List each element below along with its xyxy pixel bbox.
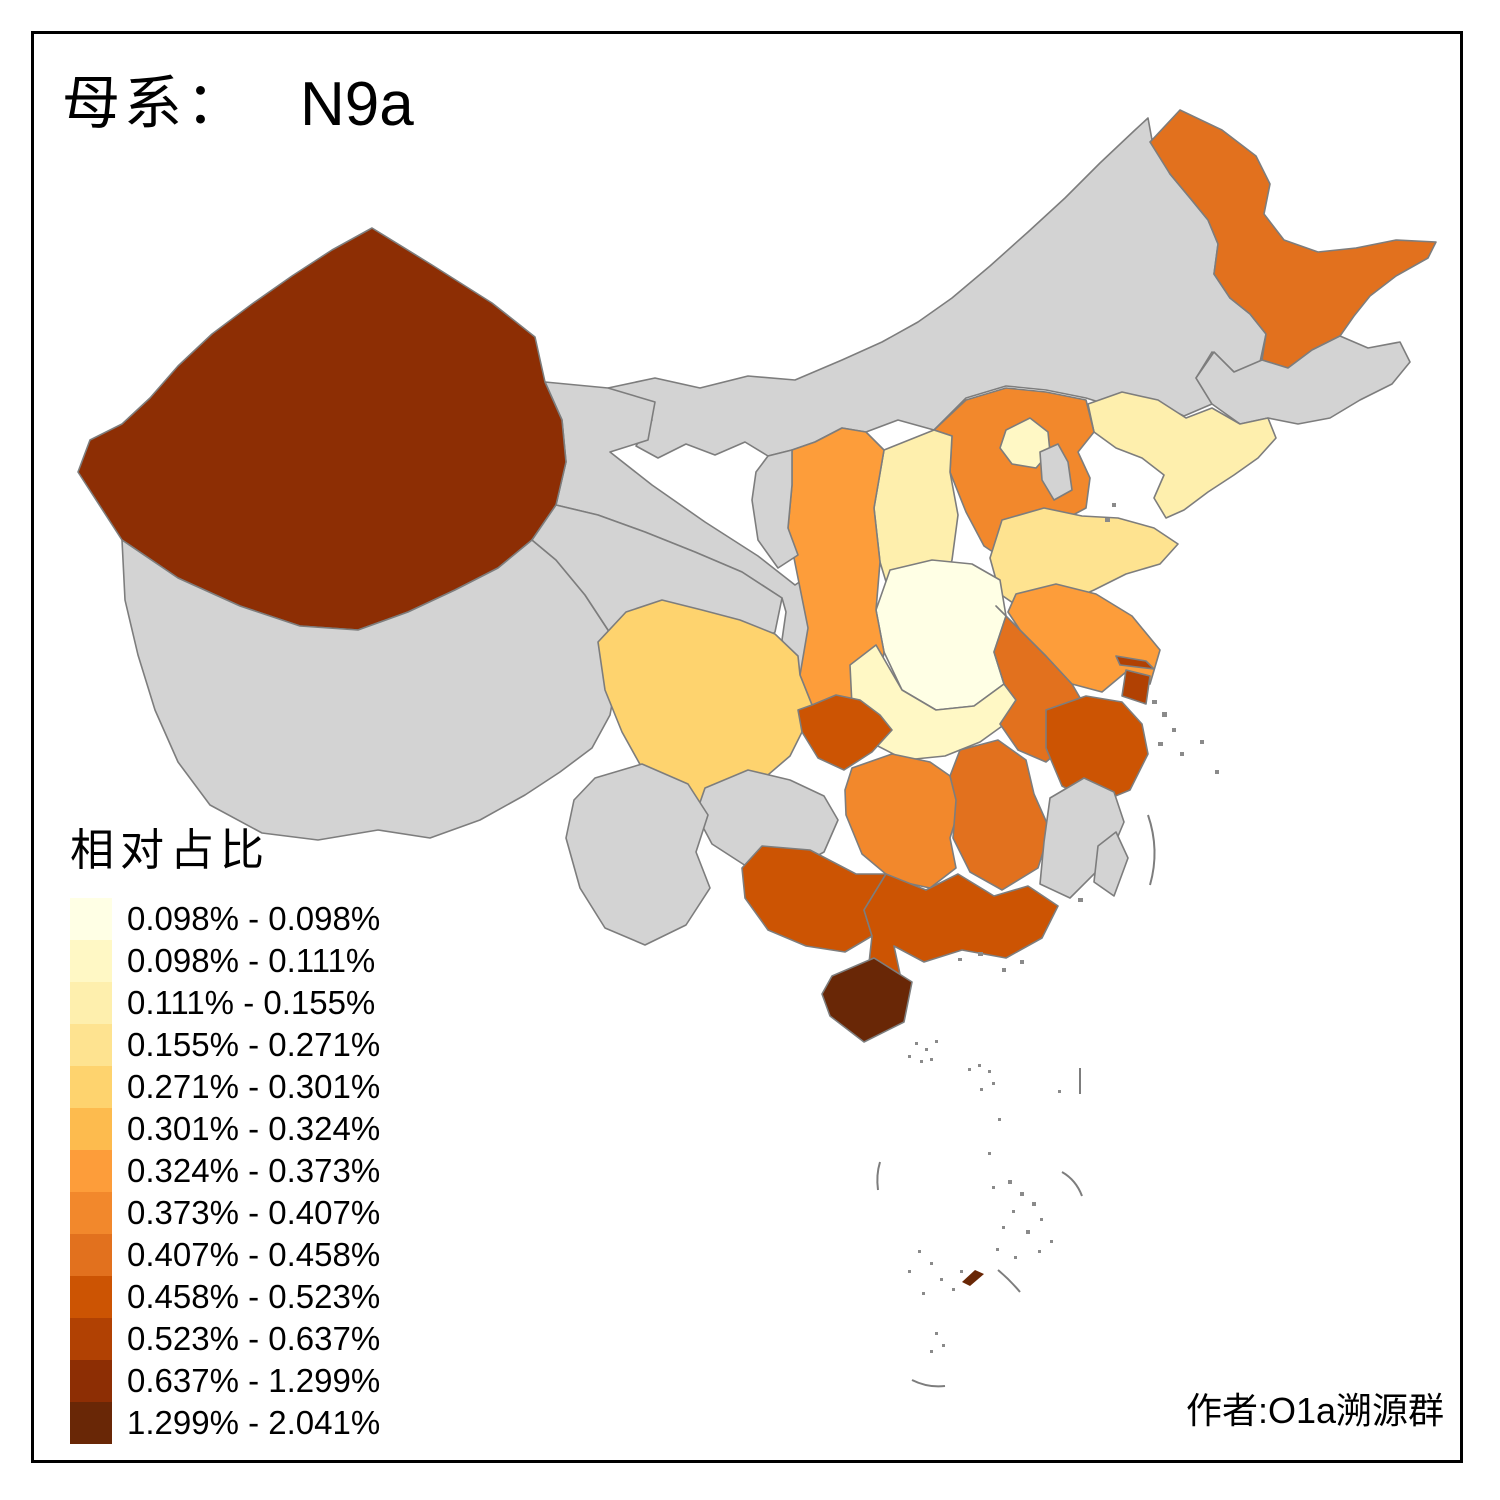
province-shandong: [989, 507, 1179, 613]
legend-row: 0.098% - 0.111%: [70, 940, 380, 982]
legend-bin-label: 0.373% - 0.407%: [127, 1194, 381, 1231]
legend-bin-label: 0.098% - 0.111%: [127, 942, 376, 979]
province-shanghai: [1115, 655, 1155, 705]
legend-row: 1.299% - 2.041%: [70, 1402, 380, 1444]
legend-row: 0.111% - 0.155%: [70, 982, 380, 1024]
legend-bin-label: 0.458% - 0.523%: [127, 1278, 381, 1315]
sea-boundary-dashes: [876, 814, 1156, 1388]
province-ningxia: [751, 449, 799, 569]
legend: 相对占比 0.098% - 0.098% 0.098% - 0.111% 0.1…: [70, 814, 380, 1444]
legend-swatch: [70, 1150, 112, 1192]
map-frame: [31, 31, 1463, 1463]
legend-row: 0.271% - 0.301%: [70, 1066, 380, 1108]
legend-swatch: [70, 982, 112, 1024]
legend-swatch: [70, 1318, 112, 1360]
legend-bin-label: 0.301% - 0.324%: [127, 1110, 381, 1147]
attribution: 作者:O1a溯源群: [1185, 1390, 1444, 1431]
province-taiwan: [1093, 831, 1129, 897]
province-jiangxi: [949, 739, 1051, 891]
province-yunnan: [565, 763, 711, 946]
legend-row: 0.523% - 0.637%: [70, 1318, 380, 1360]
legend-swatch: [70, 1360, 112, 1402]
legend-swatch: [70, 898, 112, 940]
legend-row: 0.324% - 0.373%: [70, 1150, 380, 1192]
legend-swatch: [70, 1066, 112, 1108]
legend-row: 0.407% - 0.458%: [70, 1234, 380, 1276]
legend-swatch: [70, 1192, 112, 1234]
legend-swatch: [70, 1402, 112, 1444]
legend-swatch: [70, 1108, 112, 1150]
province-tibet: [121, 539, 619, 841]
legend-row: 0.373% - 0.407%: [70, 1192, 380, 1234]
province-heilongjiang: [1149, 109, 1437, 369]
legend-title: 相对占比: [70, 826, 270, 875]
legend-swatch: [70, 1276, 112, 1318]
legend-bin-label: 0.098% - 0.098%: [127, 900, 381, 937]
province-zhejiang: [1045, 695, 1149, 805]
legend-bin-label: 0.637% - 1.299%: [127, 1362, 381, 1399]
legend-row: 0.098% - 0.098%: [70, 898, 380, 940]
legend-swatch: [70, 1024, 112, 1066]
map-title: 母系： N9a: [62, 72, 414, 136]
title-label: 母系：: [62, 71, 249, 136]
south-sea-islet: [962, 1270, 984, 1286]
legend-bin-label: 0.111% - 0.155%: [127, 984, 376, 1021]
legend-bin-label: 1.299% - 2.041%: [127, 1404, 381, 1441]
province-tianjin: [1039, 443, 1073, 501]
legend-row: 0.155% - 0.271%: [70, 1024, 380, 1066]
legend-bin-label: 0.324% - 0.373%: [127, 1152, 381, 1189]
legend-bin-label: 0.155% - 0.271%: [127, 1026, 381, 1063]
south-china-sea-islands: [908, 1040, 1061, 1353]
legend-bin-label: 0.271% - 0.301%: [127, 1068, 381, 1105]
province-hunan: [844, 753, 961, 889]
legend-bin-label: 0.407% - 0.458%: [127, 1236, 381, 1273]
legend-swatch: [70, 940, 112, 982]
province-guangxi: [741, 845, 887, 953]
legend-swatch: [70, 1234, 112, 1276]
legend-row: 0.301% - 0.324%: [70, 1108, 380, 1150]
province-chongqing: [797, 694, 893, 771]
province-hainan: [821, 957, 913, 1043]
coastal-islets: [958, 503, 1219, 972]
title-haplogroup-value: N9a: [300, 69, 414, 139]
legend-rows: 0.098% - 0.098% 0.098% - 0.111% 0.111% -…: [70, 898, 380, 1444]
province-guizhou: [695, 769, 839, 873]
legend-row: 0.637% - 1.299%: [70, 1360, 380, 1402]
legend-row: 0.458% - 0.523%: [70, 1276, 380, 1318]
province-liaoning: [1087, 391, 1277, 519]
legend-bin-label: 0.523% - 0.637%: [127, 1320, 381, 1357]
